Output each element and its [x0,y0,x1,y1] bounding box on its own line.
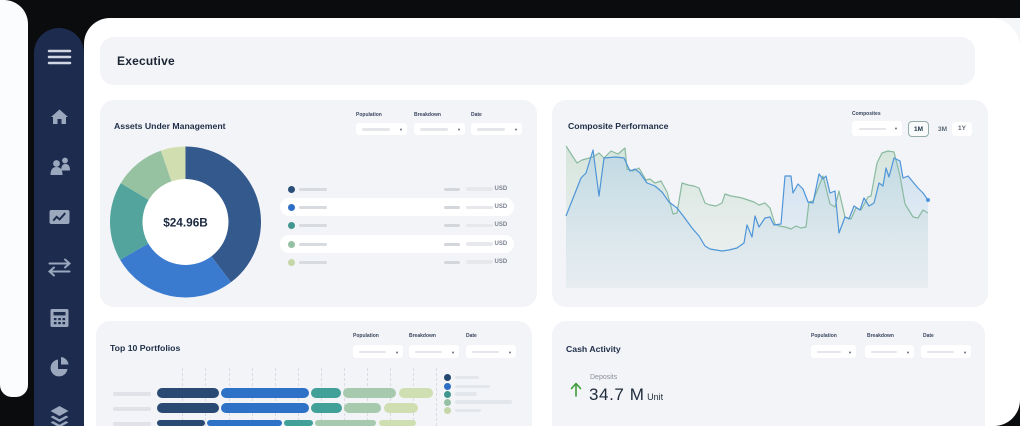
svg-text:$24.96B: $24.96B [163,216,208,230]
